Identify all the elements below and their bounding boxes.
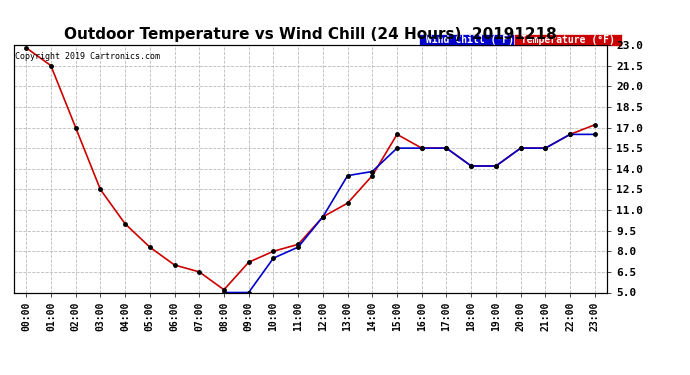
Text: Copyright 2019 Cartronics.com: Copyright 2019 Cartronics.com <box>15 53 160 62</box>
Title: Outdoor Temperature vs Wind Chill (24 Hours)  20191218: Outdoor Temperature vs Wind Chill (24 Ho… <box>64 27 557 42</box>
Text: Wind Chill (°F): Wind Chill (°F) <box>420 35 520 45</box>
Text: Temperature (°F): Temperature (°F) <box>515 35 621 45</box>
